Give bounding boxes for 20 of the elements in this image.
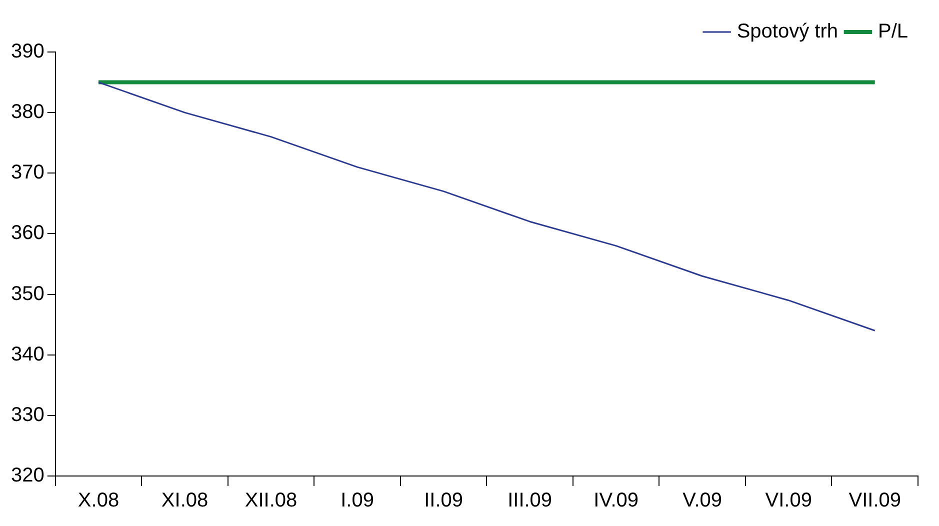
- y-tick-label: 360: [10, 222, 44, 244]
- x-tick-label: II.09: [424, 490, 464, 512]
- x-tick-label: III.09: [508, 490, 552, 512]
- y-tick-label: 340: [10, 343, 44, 366]
- legend-label: P/L: [878, 20, 908, 43]
- y-tick-label: 330: [10, 404, 44, 426]
- y-tick-label: 320: [10, 464, 44, 487]
- x-tick-label: VI.09: [765, 490, 812, 512]
- x-tick-label: X.08: [78, 490, 120, 512]
- x-tick-label: IV.09: [594, 490, 639, 512]
- y-tick-label: 350: [10, 282, 44, 305]
- x-tick-label: VII.09: [848, 490, 901, 512]
- x-tick-label: XI.08: [161, 490, 208, 512]
- x-tick-label: V.09: [682, 490, 722, 512]
- x-tick-label: I.09: [340, 490, 374, 512]
- x-tick-label: XII.08: [244, 490, 298, 512]
- y-tick-label: 390: [10, 40, 44, 63]
- y-tick-label: 380: [10, 101, 44, 124]
- y-tick-label: 370: [10, 162, 44, 184]
- legend-label: Spotový trh: [736, 20, 838, 43]
